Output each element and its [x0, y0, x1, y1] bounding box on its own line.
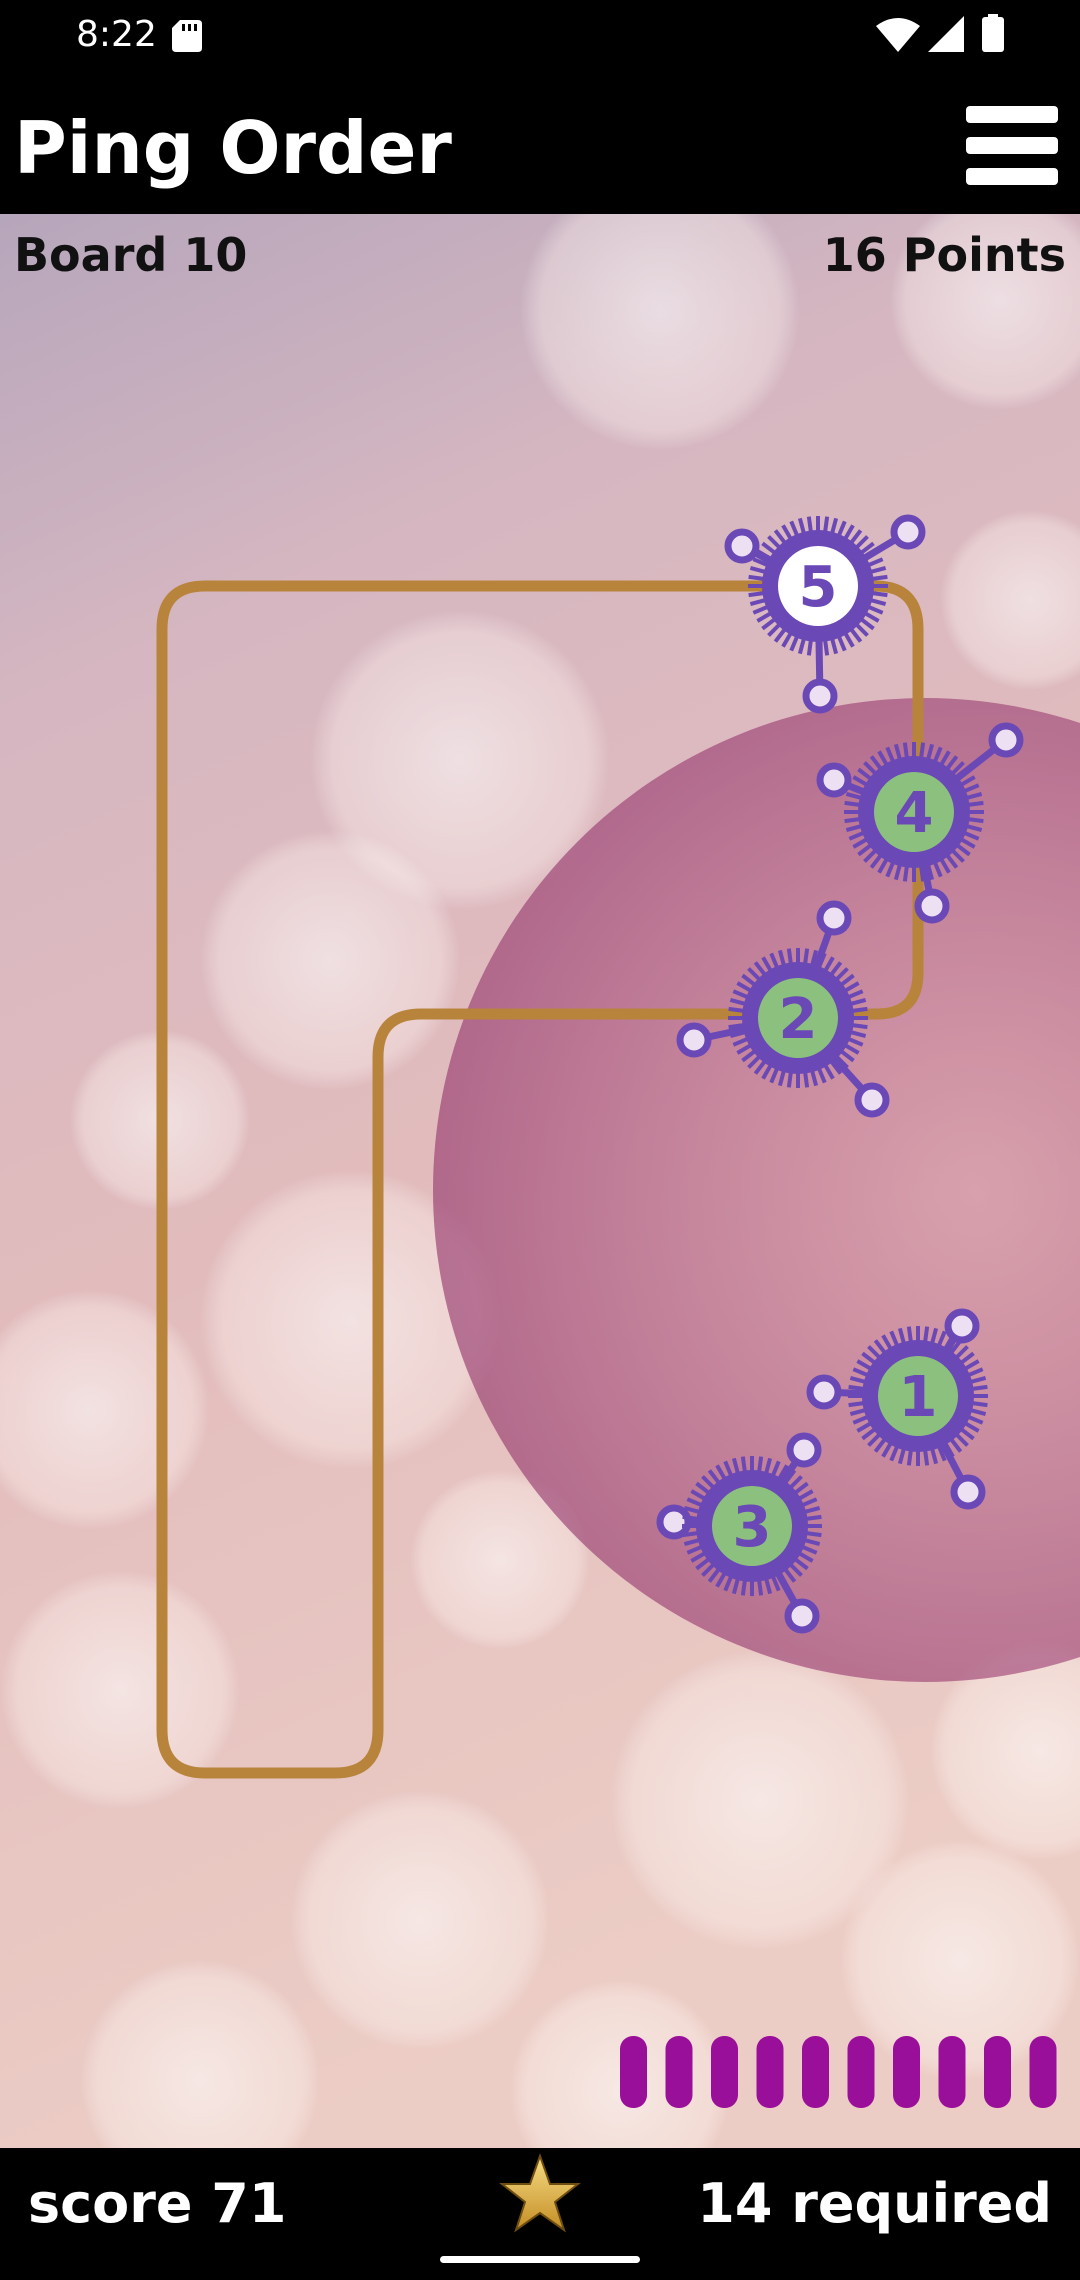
- app-bar: Ping Order: [0, 80, 1080, 214]
- node-arm-tip: [724, 528, 760, 564]
- progress-overlay: [620, 2036, 1057, 2108]
- progress-segment: [665, 2036, 693, 2108]
- node-2[interactable]: 2: [676, 900, 890, 1118]
- board-canvas: 1 2 3 4 5: [0, 214, 1080, 2148]
- status-time: 8:22: [76, 14, 157, 55]
- home-indicator[interactable]: [440, 2256, 640, 2263]
- node-arm-tip: [944, 1308, 980, 1344]
- progress-segment: [847, 2036, 875, 2108]
- progress-segment: [711, 2036, 738, 2108]
- node-4[interactable]: 4: [816, 722, 1024, 924]
- node-arm-tip: [806, 1374, 842, 1410]
- node-5[interactable]: 5: [724, 514, 926, 714]
- node-arm-tip: [988, 722, 1024, 758]
- node-number: 2: [779, 987, 818, 1052]
- node-number: 3: [733, 1495, 772, 1560]
- points-counter: 16 Points: [822, 228, 1066, 282]
- node-arm-tip: [784, 1598, 820, 1634]
- node-arm-tip: [676, 1022, 712, 1058]
- app-title: Ping Order: [14, 106, 452, 190]
- progress-segment: [938, 2036, 966, 2108]
- wifi-icon: [876, 18, 920, 52]
- node-arm-tip: [656, 1504, 692, 1540]
- battery-icon: [982, 14, 1004, 52]
- node-3[interactable]: 3: [656, 1432, 822, 1634]
- signal-icon: [928, 16, 964, 52]
- score-label: score 71: [28, 2172, 287, 2235]
- node-arm-tip: [786, 1432, 822, 1468]
- progress-segment: [756, 2036, 784, 2108]
- node-arm-tip: [816, 900, 852, 936]
- node-number: 4: [895, 781, 934, 846]
- progress-segment: [1029, 2036, 1057, 2108]
- node-path: [156, 580, 924, 1779]
- node-arm-tip: [802, 678, 838, 714]
- node-arm-tip: [914, 888, 950, 924]
- progress-segment: [984, 2036, 1011, 2108]
- status-bar: 8:22: [0, 0, 1080, 80]
- menu-button[interactable]: [960, 92, 1064, 196]
- game-board[interactable]: 1 2 3 4 5 Board 10 16 Points: [0, 214, 1080, 2148]
- board-number: Board 10: [14, 228, 248, 282]
- bottom-bar: score 71 14 required: [0, 2148, 1080, 2280]
- star-button[interactable]: [498, 2152, 582, 2236]
- progress-segment: [802, 2036, 829, 2108]
- progress-segment: [620, 2036, 647, 2108]
- node-number: 1: [899, 1365, 938, 1430]
- node-number: 5: [799, 555, 838, 620]
- progress-segment: [893, 2036, 920, 2108]
- node-arm-tip: [854, 1082, 890, 1118]
- node-1[interactable]: 1: [806, 1308, 988, 1510]
- required-label: 14 required: [697, 2172, 1052, 2235]
- star-icon: [499, 2153, 581, 2233]
- sd-card-icon: [172, 20, 202, 52]
- node-arm-tip: [890, 514, 926, 550]
- node-arm-tip: [816, 762, 852, 798]
- node-arm-tip: [950, 1474, 986, 1510]
